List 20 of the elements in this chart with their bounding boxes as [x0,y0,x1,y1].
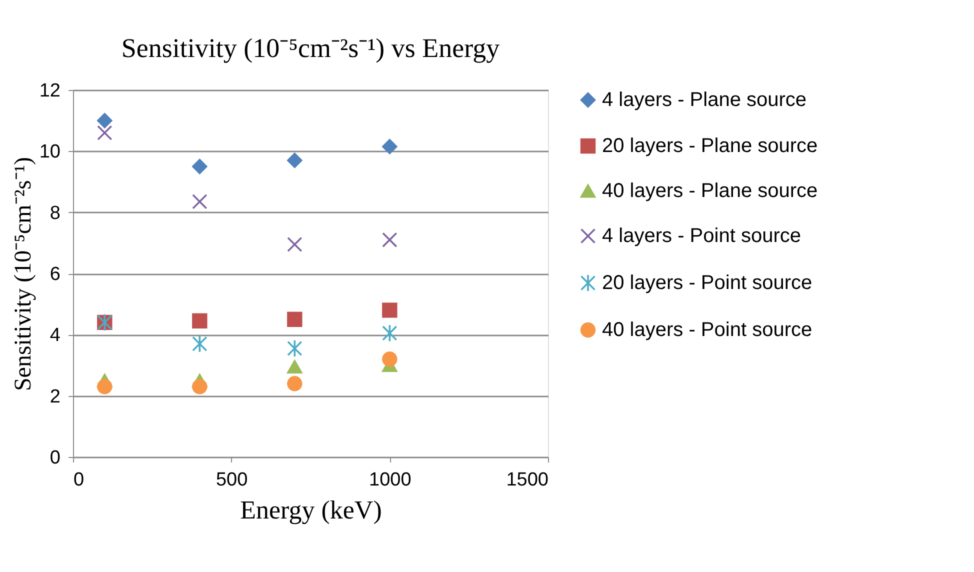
y-tick-label: 0 [50,448,60,468]
y-tick-label: 6 [50,264,60,285]
legend-label: 20 layers - Plane source [602,135,818,157]
x-tick-label: 500 [216,470,248,490]
legend-label: 40 layers - Plane source [602,180,818,202]
legend-label: 4 layers - Point source [602,225,801,247]
y-axis-title: Sensitivity (10⁻⁵cm⁻²s⁻¹) [10,156,36,392]
x-tick-label: 0 [74,470,84,490]
y-tick-label: 2 [50,386,60,408]
x-axis-title: Energy (keV) [240,496,382,524]
y-tick-label: 10 [39,142,60,163]
legend-label: 40 layers - Point source [602,319,812,341]
x-tick-label: 1000 [369,470,412,490]
y-tick-label: 8 [50,202,60,224]
legend-label: 4 layers - Plane source [602,89,807,111]
x-tick-label: 1500 [506,470,548,490]
y-tick-label: 12 [39,80,60,102]
legend-label: 20 layers - Point source [602,272,812,294]
y-tick-label: 4 [50,325,61,346]
chart-title: Sensitivity (10⁻⁵cm⁻²s⁻¹) vs Energy [121,33,500,63]
